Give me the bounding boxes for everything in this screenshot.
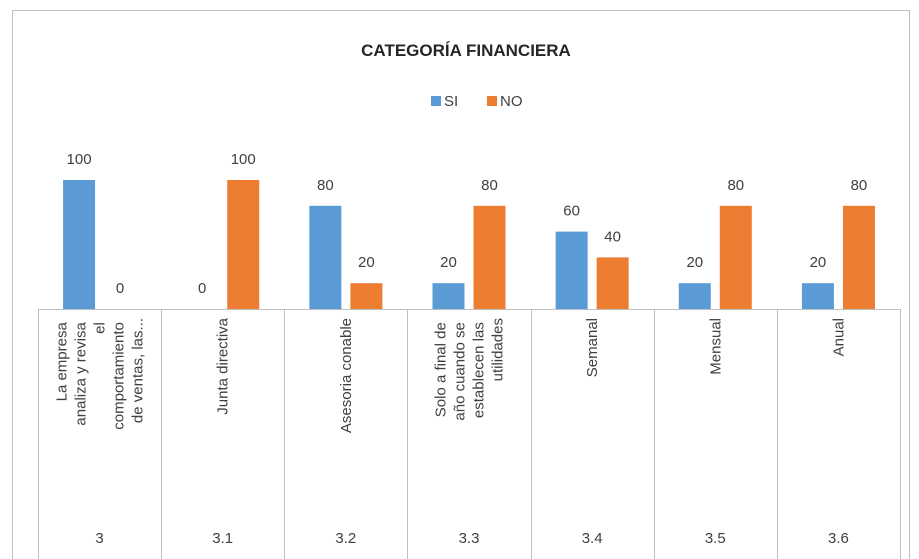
- chart-title: CATEGORÍA FINANCIERA: [361, 41, 571, 60]
- category-label: La empresa analiza y revisa el comportam…: [54, 318, 147, 430]
- legend-swatch: [487, 96, 497, 106]
- value-label: 40: [604, 228, 621, 245]
- legend-label: SI: [444, 93, 458, 110]
- value-label: 100: [231, 151, 256, 168]
- category-label: Anual: [830, 318, 847, 356]
- category-label: Mensual: [707, 318, 724, 375]
- bar: [842, 205, 875, 309]
- category-label: Solo a final de año cuando se establecen…: [433, 318, 507, 421]
- group-label: 3.5: [705, 530, 726, 547]
- value-label: 80: [851, 177, 868, 194]
- value-label: 20: [810, 254, 827, 271]
- legend-swatch: [431, 96, 441, 106]
- bar: [719, 205, 752, 309]
- value-label: 80: [481, 177, 498, 194]
- value-label: 80: [317, 177, 334, 194]
- bar: [309, 205, 342, 309]
- group-label: 3.6: [828, 530, 849, 547]
- legend-label: NO: [500, 93, 523, 110]
- category-label: Asesoria conable: [338, 318, 355, 433]
- category-label: Junta directiva: [215, 317, 232, 414]
- bar: [596, 257, 629, 309]
- bar: [555, 231, 588, 309]
- bar: [473, 205, 506, 309]
- bar: [350, 283, 383, 309]
- value-label: 20: [686, 254, 703, 271]
- group-label: 3.3: [459, 530, 480, 547]
- value-label: 100: [67, 151, 92, 168]
- group-label: 3.1: [212, 530, 233, 547]
- value-label: 80: [727, 177, 744, 194]
- bar: [801, 283, 834, 309]
- bar: [63, 180, 96, 309]
- category-label: Semanal: [584, 318, 601, 377]
- group-label: 3: [95, 530, 103, 547]
- group-label: 3.4: [582, 530, 603, 547]
- value-label: 60: [563, 203, 580, 220]
- bar: [678, 283, 711, 309]
- value-label: 0: [116, 280, 124, 297]
- value-label: 20: [440, 254, 457, 271]
- group-label: 3.2: [335, 530, 356, 547]
- bar: [432, 283, 465, 309]
- bar: [227, 180, 260, 309]
- value-label: 0: [198, 280, 206, 297]
- value-label: 20: [358, 254, 375, 271]
